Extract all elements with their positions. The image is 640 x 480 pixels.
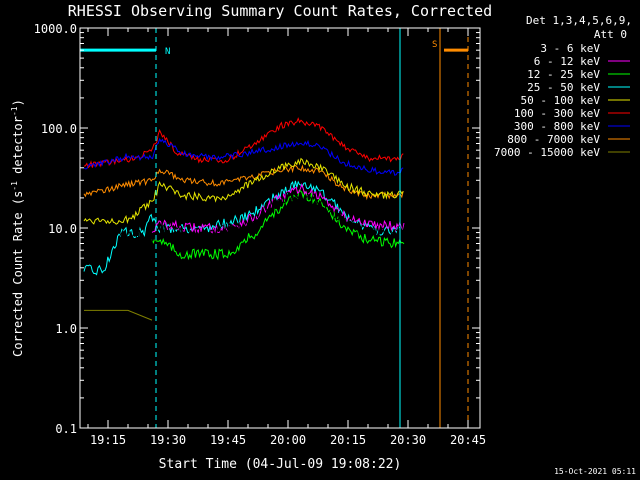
y-tick-label: 1.0 (55, 322, 77, 336)
x-tick-label: 20:15 (330, 433, 366, 447)
chart-title: RHESSI Observing Summary Count Rates, Co… (68, 2, 492, 20)
legend-header-detectors: Det 1,3,4,5,6,9, (526, 14, 632, 27)
series-line-4 (83, 157, 404, 225)
x-tick-label: 19:45 (210, 433, 246, 447)
series-line-6 (83, 137, 404, 176)
y-tick-label: 0.1 (55, 422, 77, 436)
legend-entry-8: 7000 - 15000 keV (494, 146, 600, 159)
x-tick-label: 20:00 (270, 433, 306, 447)
legend-entry-5: 100 - 300 keV (514, 107, 600, 120)
series-line-8 (84, 309, 153, 321)
series-line-0 (119, 190, 404, 243)
x-tick-label: 19:30 (150, 433, 186, 447)
legend-header-attenuator: Att 0 (594, 28, 627, 41)
x-tick-label: 19:15 (90, 433, 126, 447)
axis-layer: 1000.0 100.0 10.0 1.0 0.1 19:15 19:30 19:45 20:0… (34, 22, 486, 447)
legend-entry-7: 800 - 7000 keV (507, 133, 600, 146)
legend-entry-2: 12 - 25 keV (527, 68, 600, 81)
marker-label-S: S (432, 40, 437, 50)
marker-layer: NS (80, 28, 469, 428)
y-axis-label: Corrected Count Rate (s-1 detector-1) (10, 99, 25, 357)
x-axis-label: Start Time (04-Jul-09 19:08:22) (159, 457, 402, 472)
y-tick-label: 100.0 (41, 122, 77, 136)
marker-label-N: N (165, 47, 170, 57)
legend-entry-4: 50 - 100 keV (521, 94, 601, 107)
series-layer (83, 117, 405, 321)
legend-entry-6: 300 - 800 keV (514, 120, 600, 133)
y-tick-label: 1000.0 (34, 22, 77, 36)
legend-entry-3: 25 - 50 keV (527, 81, 600, 94)
x-tick-label: 20:45 (450, 433, 486, 447)
series-line-7 (83, 164, 404, 201)
series-line-2 (151, 190, 405, 261)
footer-timestamp: 15-Oct-2021 05:11 (554, 467, 636, 476)
legend-entry-1: 6 - 12 keV (534, 55, 601, 68)
x-tick-label: 20:30 (390, 433, 426, 447)
legend-entry-0: 3 - 6 keV (540, 42, 600, 55)
y-tick-label: 10.0 (48, 222, 77, 236)
